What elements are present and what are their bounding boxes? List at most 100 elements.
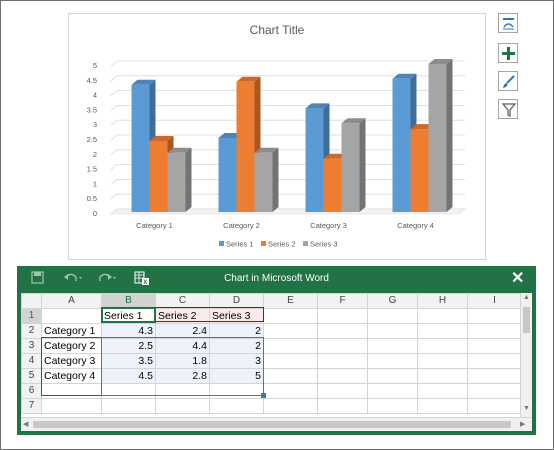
cell-g4[interactable]: [367, 353, 418, 369]
cell-b1[interactable]: Series 1: [101, 308, 156, 324]
cell-d2[interactable]: 2: [209, 323, 264, 339]
cell-g7[interactable]: [367, 398, 418, 414]
edit-data-in-excel-icon[interactable]: X: [134, 271, 150, 286]
cell-g2[interactable]: [367, 323, 418, 339]
cell-f4[interactable]: [317, 353, 368, 369]
scroll-right-arrow[interactable]: ▶: [520, 421, 526, 428]
cell-b3[interactable]: 2.5: [101, 338, 156, 354]
select-all-corner[interactable]: [21, 293, 42, 309]
legend-entry[interactable]: Series 2: [261, 240, 296, 249]
column-header-e[interactable]: E: [263, 293, 318, 309]
cell-i4[interactable]: [467, 353, 522, 369]
cell-a6[interactable]: [41, 383, 102, 399]
bar-series-3-category-4[interactable]: [428, 59, 453, 212]
column-header-g[interactable]: G: [367, 293, 418, 309]
column-header-h[interactable]: H: [417, 293, 468, 309]
row-header-7[interactable]: 7: [21, 398, 42, 414]
cell-e4[interactable]: [263, 353, 318, 369]
legend-entry[interactable]: Series 3: [303, 240, 338, 249]
cell-e5[interactable]: [263, 368, 318, 384]
cell-e1[interactable]: [263, 308, 318, 324]
cell-f7[interactable]: [317, 398, 368, 414]
cell-c6[interactable]: [155, 383, 210, 399]
horizontal-scrollbar[interactable]: ◀ ▶: [21, 417, 532, 431]
cell-i7[interactable]: [467, 398, 522, 414]
column-header-f[interactable]: F: [317, 293, 368, 309]
bar-series-3-category-2[interactable]: [254, 147, 279, 212]
bar-series-3-category-3[interactable]: [341, 118, 366, 212]
cell-h2[interactable]: [417, 323, 468, 339]
cell-i1[interactable]: [467, 308, 522, 324]
cell-d4[interactable]: 3: [209, 353, 264, 369]
cell-b5[interactable]: 4.5: [101, 368, 156, 384]
chart-area[interactable]: Chart Title 0 0.5 1 1.5 2 2.5 3 3.5 4 4.5 5 Catego…: [68, 13, 486, 260]
cell-f2[interactable]: [317, 323, 368, 339]
horizontal-scroll-thumb[interactable]: [33, 421, 511, 428]
cell-b7[interactable]: [101, 398, 156, 414]
save-icon[interactable]: [31, 271, 45, 285]
vertical-scrollbar[interactable]: ▲ ▼: [520, 293, 532, 417]
cell-i3[interactable]: [467, 338, 522, 354]
cell-e3[interactable]: [263, 338, 318, 354]
cell-a2[interactable]: Category 1: [41, 323, 102, 339]
legend-entry[interactable]: Series 1: [219, 240, 254, 249]
cell-a5[interactable]: Category 4: [41, 368, 102, 384]
column-header-c[interactable]: C: [155, 293, 210, 309]
cell-c7[interactable]: [155, 398, 210, 414]
chart-title[interactable]: Chart Title: [250, 23, 305, 37]
chart-filters-button[interactable]: [498, 99, 518, 119]
cell-a4[interactable]: Category 3: [41, 353, 102, 369]
cell-h1[interactable]: [417, 308, 468, 324]
redo-icon[interactable]: [97, 271, 119, 285]
column-header-b[interactable]: B: [101, 293, 156, 309]
cell-b2[interactable]: 4.3: [101, 323, 156, 339]
cell-d7[interactable]: [209, 398, 264, 414]
cell-e6[interactable]: [263, 383, 318, 399]
cell-c3[interactable]: 4.4: [155, 338, 210, 354]
scroll-down-arrow[interactable]: ▼: [523, 405, 530, 412]
cell-h6[interactable]: [417, 383, 468, 399]
cell-e7[interactable]: [263, 398, 318, 414]
undo-icon[interactable]: [63, 271, 85, 285]
layout-options-button[interactable]: [498, 13, 518, 33]
cell-d5[interactable]: 5: [209, 368, 264, 384]
cell-a7[interactable]: [41, 398, 102, 414]
chart-elements-button[interactable]: [498, 43, 518, 63]
cell-f5[interactable]: [317, 368, 368, 384]
chart-styles-button[interactable]: [498, 71, 518, 91]
chart-legend[interactable]: Series 1 Series 2 Series 3: [219, 240, 338, 249]
row-header-5[interactable]: 5: [21, 368, 42, 384]
cell-e2[interactable]: [263, 323, 318, 339]
row-header-1[interactable]: 1: [21, 308, 42, 324]
cell-f3[interactable]: [317, 338, 368, 354]
cell-d1[interactable]: Series 3: [209, 308, 264, 324]
cell-h3[interactable]: [417, 338, 468, 354]
cell-g6[interactable]: [367, 383, 418, 399]
cell-i2[interactable]: [467, 323, 522, 339]
cell-i6[interactable]: [467, 383, 522, 399]
row-header-3[interactable]: 3: [21, 338, 42, 354]
vertical-scroll-thumb[interactable]: [523, 307, 530, 333]
cell-a3[interactable]: Category 2: [41, 338, 102, 354]
cell-b6[interactable]: [101, 383, 156, 399]
column-header-i[interactable]: I: [467, 293, 522, 309]
cell-g1[interactable]: [367, 308, 418, 324]
row-header-4[interactable]: 4: [21, 353, 42, 369]
cell-i5[interactable]: [467, 368, 522, 384]
cell-g5[interactable]: [367, 368, 418, 384]
column-header-a[interactable]: A: [41, 293, 102, 309]
cell-h5[interactable]: [417, 368, 468, 384]
cell-c4[interactable]: 1.8: [155, 353, 210, 369]
cell-a1[interactable]: [41, 308, 102, 324]
column-header-d[interactable]: D: [209, 293, 264, 309]
row-header-2[interactable]: 2: [21, 323, 42, 339]
cell-d6[interactable]: [209, 383, 264, 399]
cell-c1[interactable]: Series 2: [155, 308, 210, 324]
row-header-6[interactable]: 6: [21, 383, 42, 399]
cell-f6[interactable]: [317, 383, 368, 399]
cell-h7[interactable]: [417, 398, 468, 414]
cell-d3[interactable]: 2: [209, 338, 264, 354]
cell-c2[interactable]: 2.4: [155, 323, 210, 339]
scroll-up-arrow[interactable]: ▲: [523, 294, 530, 301]
